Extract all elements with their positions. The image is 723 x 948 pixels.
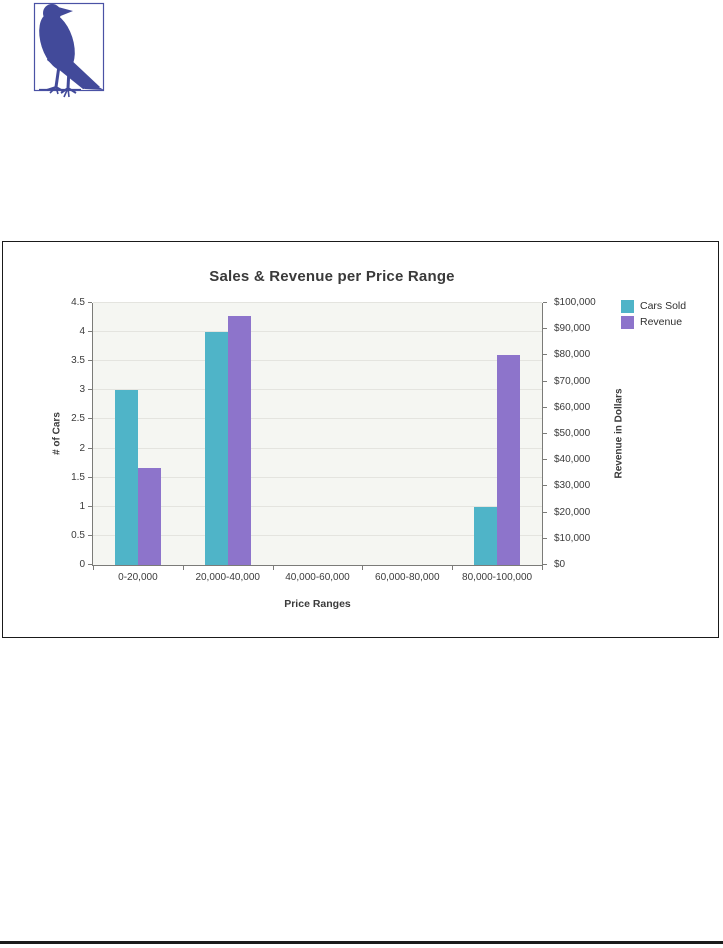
right-axis-tickmark [543,433,547,434]
right-axis-tickmark [543,564,547,565]
page-bottom-rule [0,941,723,944]
legend-label: Cars Sold [640,300,687,312]
gridline [93,302,542,303]
bar-revenue [227,316,251,565]
x-axis-tick-label: 60,000-80,000 [375,572,440,583]
chart-title: Sales & Revenue per Price Range [209,268,455,285]
right-axis-title: Revenue in Dollars [613,388,625,479]
left-axis-tickmark [88,447,92,449]
left-axis-tickmark [88,360,92,362]
left-axis-tick-label: 3.5 [71,355,85,367]
x-axis-tickmark [452,566,454,570]
gridline [93,534,542,536]
left-axis-tickmark [88,476,92,478]
legend-label: Revenue [640,316,683,328]
x-axis-tick-label: 80,000-100,000 [462,572,533,583]
x-axis-tick-label: 40,000-60,000 [285,572,350,583]
crow-icon [33,2,105,98]
x-axis-tickmark [272,566,274,570]
right-axis-tick-label: $60,000 [554,401,591,413]
x-axis-tickmark [93,566,94,570]
left-axis-tickmark [88,505,92,507]
x-axis-tick-label: 20,000-40,000 [195,572,260,583]
left-axis-tick-label: 2.5 [71,413,85,425]
bar-revenue [137,468,161,565]
right-axis-tick-label: $30,000 [554,480,591,492]
left-axis-tick-label: 4 [79,326,85,338]
bar-cars-sold [204,332,228,565]
right-axis-tick-label: $10,000 [554,532,591,544]
left-axis-tick-label: 1.5 [71,471,85,483]
left-axis-tickmark [88,302,92,303]
right-axis-tick-label: $70,000 [554,375,591,387]
right-axis-tickmark [543,380,547,382]
right-axis-tickmark [543,537,547,539]
right-axis-tick-label: $90,000 [554,323,591,335]
legend-swatch-revenue [621,315,634,329]
x-axis-tickmark [362,566,364,570]
left-axis-tick-label: 3 [79,384,85,396]
right-axis-tickmark [543,354,547,356]
right-axis-tickmark [543,302,547,303]
gridline [93,505,542,507]
right-axis-tick-label: $80,000 [554,349,591,361]
right-axis-tick-label: $20,000 [554,506,591,518]
left-axis-tickmark [88,331,92,333]
left-axis-tick-label: 1 [79,500,85,512]
gridline [93,476,542,478]
right-axis-tick-label: $0 [554,559,566,570]
gridline [93,360,542,362]
bar-revenue [497,355,521,565]
gridline [93,447,542,449]
left-axis-tick-label: 4.5 [71,297,85,308]
bar-cars-sold [114,390,138,565]
left-axis-tickmark [88,389,92,391]
right-axis-tick-label: $100,000 [554,297,596,308]
right-axis-tickmark [543,406,547,408]
gridline [93,331,542,333]
x-axis-tick-label: 0-20,000 [118,572,158,583]
chart-figure-box: Sales & Revenue per Price Range # of Car… [2,241,719,638]
legend-swatch-cars-sold [621,299,634,313]
crow-figure [25,0,125,100]
x-axis-tickmark [182,566,184,570]
gridline [93,418,542,420]
left-axis-tick-label: 2 [79,442,85,454]
legend-row: Cars Sold [621,298,686,314]
bar-cars-sold [474,506,498,565]
left-axis-tick-label: 0.5 [71,529,85,541]
right-axis-tickmark [543,328,547,330]
right-axis-tickmark [543,511,547,513]
right-axis-tickmark [543,485,547,487]
right-axis-tick-label: $50,000 [554,428,591,439]
x-axis-tickmark [542,566,543,570]
crow-silhouette [39,4,104,98]
left-axis-tickmark [88,418,92,420]
left-axis-tickmark [88,564,92,565]
left-axis-title: # of Cars [51,412,63,455]
legend-row: Revenue [621,314,686,330]
x-axis-title: Price Ranges [284,598,351,610]
plot-area: # of Cars Revenue in Dollars Price Range… [52,297,625,610]
right-axis-tickmark [543,459,547,461]
legend: Cars Sold Revenue [621,298,686,330]
left-axis-tick-label: 0 [79,559,85,570]
left-axis-tickmark [88,534,92,536]
gridline [93,389,542,391]
right-axis-tick-label: $40,000 [554,454,591,466]
